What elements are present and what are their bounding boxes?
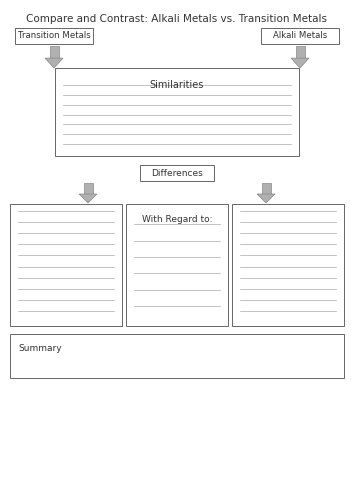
Text: With Regard to:: With Regard to:: [142, 215, 212, 224]
Text: Transition Metals: Transition Metals: [18, 32, 90, 40]
Bar: [262, 183, 270, 194]
Polygon shape: [79, 194, 97, 203]
Bar: [140, 165, 214, 181]
Text: Differences: Differences: [151, 168, 203, 177]
Polygon shape: [45, 58, 63, 68]
Bar: [261, 28, 339, 44]
Polygon shape: [257, 194, 275, 203]
Text: Similarities: Similarities: [150, 80, 204, 90]
Text: Summary: Summary: [18, 344, 62, 353]
Bar: [10, 334, 344, 378]
Text: Alkali Metals: Alkali Metals: [273, 32, 327, 40]
Bar: [15, 28, 93, 44]
Text: Compare and Contrast: Alkali Metals vs. Transition Metals: Compare and Contrast: Alkali Metals vs. …: [27, 14, 327, 24]
Bar: [296, 46, 304, 58]
Bar: [55, 68, 299, 156]
Bar: [10, 204, 122, 326]
Bar: [232, 204, 344, 326]
Bar: [126, 204, 228, 326]
Bar: [50, 46, 58, 58]
Bar: [84, 183, 92, 194]
Polygon shape: [291, 58, 309, 68]
